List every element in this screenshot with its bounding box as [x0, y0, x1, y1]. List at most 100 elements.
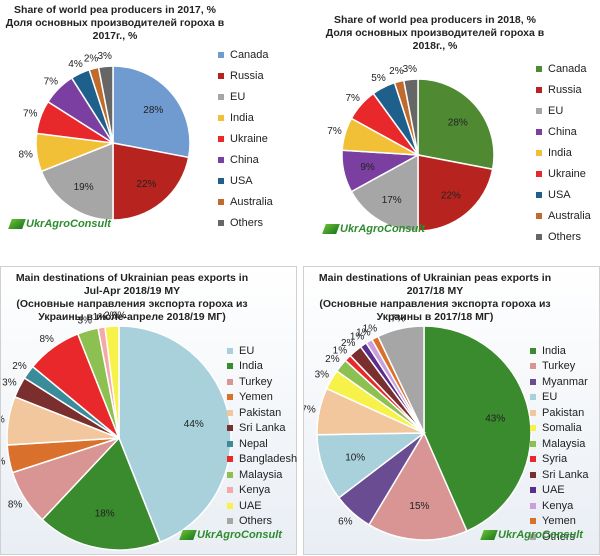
- data-label-bangladesh: 8%: [39, 334, 54, 345]
- data-label-sri-lanka: 2%: [341, 338, 356, 349]
- data-label-others: 3%: [403, 64, 418, 75]
- chart-panel-2: Share of world pea producers in 2018, % …: [300, 0, 600, 262]
- legend-swatch: [227, 347, 233, 354]
- ukragroconsult-logo: UkrAgroConsult: [322, 223, 425, 235]
- data-label-australia: 2%: [389, 66, 404, 77]
- legend-label: Kenya: [239, 484, 271, 497]
- legend-item-somalia: Somalia: [530, 421, 588, 437]
- chart-4-title-line: (Основные направления экспорта гороха из: [319, 298, 551, 310]
- legend-item-india: India: [530, 343, 588, 359]
- legend-label: Pakistan: [542, 406, 585, 419]
- legend-swatch: [218, 198, 224, 205]
- legend-item-usa: USA: [536, 184, 591, 205]
- legend-item-kenya: Kenya: [227, 483, 297, 499]
- chart-2-title-line: Доля основных производителей гороха в: [325, 27, 545, 39]
- legend-label: Canada: [230, 48, 269, 61]
- data-label-others: 0%: [112, 311, 127, 322]
- data-label-others: 3%: [97, 51, 112, 62]
- legend-item-nepal: Nepal: [227, 436, 297, 452]
- pie-slice-others: [97, 65, 114, 144]
- legend-swatch: [530, 518, 536, 525]
- legend-label: China: [230, 153, 259, 166]
- data-label-sri-lanka: 3%: [2, 378, 17, 389]
- legend-swatch: [218, 72, 224, 79]
- legend-item-india: India: [536, 142, 591, 163]
- legend-label: Syria: [542, 453, 568, 466]
- chart-2-title-line: 2018г., %: [412, 40, 458, 52]
- data-label-pakistan: 7%: [1, 414, 5, 425]
- legend-label: Canada: [548, 62, 587, 75]
- legend-swatch: [536, 212, 542, 219]
- data-label-usa: 4%: [68, 59, 83, 70]
- logo-text: UkrAgroConsult: [340, 223, 425, 235]
- legend-item-malaysia: Malaysia: [530, 436, 588, 452]
- legend-swatch: [227, 425, 233, 432]
- pie-slice-others: [402, 78, 419, 156]
- chart-panel-3: Main destinations of Ukrainian peas expo…: [0, 266, 297, 555]
- pie-slice-russia: [417, 154, 494, 232]
- chart-1-title-line: Доля основных производителей гороха в: [5, 17, 225, 29]
- legend-label: USA: [548, 188, 571, 201]
- data-label-canada: 28%: [448, 118, 468, 129]
- chart-3-title-line: Украины в июле-апреле 2018/19 МГ): [38, 311, 226, 323]
- pie-slice-russia: [112, 142, 190, 221]
- data-label-yemen: 4%: [1, 457, 6, 468]
- legend-swatch: [530, 440, 536, 447]
- legend-item-pakistan: Pakistan: [227, 405, 297, 421]
- data-label-kenya: 1%: [93, 312, 108, 323]
- data-label-australia: 2%: [84, 53, 99, 64]
- legend-swatch: [227, 440, 233, 447]
- legend-label: EU: [548, 104, 564, 117]
- legend-item-usa: USA: [218, 170, 273, 191]
- legend-label: Others: [239, 515, 273, 528]
- legend-swatch: [530, 409, 536, 416]
- legend-swatch: [227, 394, 233, 401]
- legend-swatch: [227, 518, 233, 525]
- legend-item-pakistan: Pakistan: [530, 405, 588, 421]
- legend-swatch: [227, 378, 233, 385]
- chart-2-legend: Canada Russia EU China India Ukraine USA Austra…: [536, 58, 591, 247]
- legend-label: Ukraine: [230, 132, 268, 145]
- pie-slice-india: [41, 436, 162, 551]
- legend-item-eu: EU: [218, 86, 273, 107]
- legend-item-turkey: Turkey: [227, 374, 297, 390]
- chart-panel-4: Main destinations of Ukrainian peas expo…: [303, 266, 600, 555]
- legend-swatch: [530, 502, 536, 509]
- legend-swatch: [530, 471, 536, 478]
- legend-swatch: [218, 114, 224, 121]
- legend-swatch: [218, 177, 224, 184]
- data-label-eu: 10%: [345, 452, 365, 463]
- legend-label: Russia: [548, 83, 582, 96]
- legend-item-turkey: Turkey: [530, 359, 588, 375]
- data-label-nepal: 2%: [12, 361, 27, 372]
- data-label-china: 7%: [44, 76, 59, 87]
- legend-item-australia: Australia: [536, 205, 591, 226]
- data-label-india: 8%: [18, 150, 33, 161]
- legend-swatch: [536, 65, 542, 72]
- legend-swatch: [218, 51, 224, 58]
- chart-4-legend: India Turkey Myanmar EU Pakistan Somalia Malay…: [530, 343, 588, 545]
- legend-label: Sri Lanka: [542, 468, 589, 481]
- legend-item-bangladesh: Bangladesh: [227, 452, 297, 468]
- legend-swatch: [536, 191, 542, 198]
- legend-item-others: Others: [227, 514, 297, 530]
- legend-swatch: [530, 363, 536, 370]
- data-label-turkey: 8%: [8, 499, 23, 510]
- chart-4-title-line: Украины в 2017/18 МГ): [376, 311, 494, 323]
- legend-swatch: [530, 378, 536, 385]
- legend-item-sri-lanka: Sri Lanka: [227, 421, 297, 437]
- legend-label: Somalia: [542, 422, 582, 435]
- chart-3-title-line: (Основные направления экспорта гороха из: [16, 298, 248, 310]
- legend-swatch: [227, 471, 233, 478]
- legend-label: India: [548, 146, 572, 159]
- chart-1-legend: Canada Russia EU India Ukraine China USA Austra…: [218, 44, 273, 233]
- legend-label: Pakistan: [239, 406, 282, 419]
- data-label-others: 7%: [391, 313, 406, 324]
- data-label-ukraine: 7%: [345, 93, 360, 104]
- chart-3-title: Main destinations of Ukrainian peas expo…: [1, 272, 263, 324]
- pie-chart-2: 28% 22% 17% 9% 7% 7% 5%2%3%: [327, 64, 495, 232]
- ukragroconsult-logo: UkrAgroConsult: [179, 529, 282, 541]
- legend-item-india: India: [227, 359, 297, 375]
- chart-1-title: Share of world pea producers in 2017, % …: [0, 4, 230, 43]
- chart-4-title: Main destinations of Ukrainian peas expo…: [304, 272, 566, 324]
